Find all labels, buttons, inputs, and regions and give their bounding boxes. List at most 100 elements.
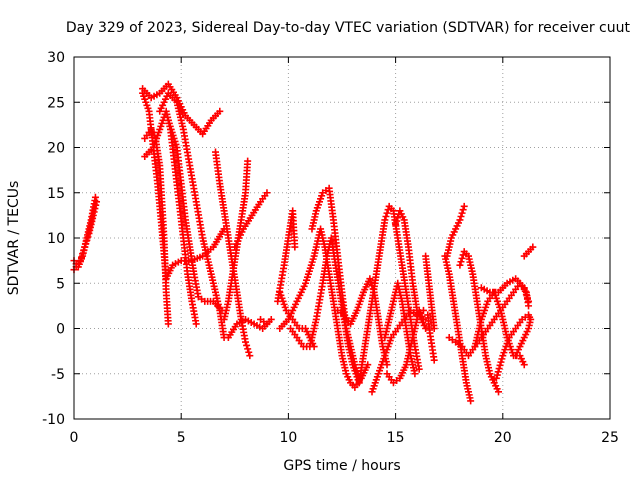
- data-point: [83, 236, 91, 244]
- data-point: [263, 320, 271, 328]
- data-point: [458, 209, 466, 217]
- data-point: [366, 275, 374, 283]
- data-point: [164, 320, 172, 328]
- x-tick-label: 20: [494, 430, 512, 446]
- series-track-09: [212, 148, 254, 360]
- data-point: [459, 206, 467, 214]
- series-track-08: [164, 116, 226, 314]
- data-point: [382, 213, 390, 221]
- series-track-31: [471, 279, 533, 351]
- data-point: [89, 211, 97, 219]
- data-point: [456, 216, 464, 224]
- data-point: [91, 193, 99, 201]
- data-point: [90, 208, 98, 216]
- data-point: [494, 368, 502, 376]
- data-point: [243, 341, 251, 349]
- data-point: [392, 220, 400, 228]
- data-point: [78, 253, 86, 261]
- data-point: [460, 202, 468, 210]
- data-markers: [70, 80, 537, 405]
- data-point: [495, 388, 503, 396]
- data-point: [263, 189, 271, 197]
- data-point: [81, 243, 89, 251]
- data-point: [92, 201, 100, 209]
- series-track-17: [287, 234, 363, 387]
- data-point: [84, 233, 92, 241]
- data-point: [244, 345, 252, 353]
- y-axis-title: SDTVAR / TECUs: [6, 181, 22, 296]
- axis-ticks: 0 5 10 15 20 25 -10 -5 0 5 10 15 20 25 30: [42, 50, 619, 446]
- data-point: [422, 325, 430, 332]
- data-point: [79, 250, 87, 258]
- chart-title: Day 329 of 2023, Sidereal Day-to-day VTE…: [66, 20, 631, 36]
- data-point: [467, 397, 475, 405]
- data-point: [242, 338, 250, 346]
- data-point: [246, 352, 254, 360]
- data-point: [497, 358, 505, 366]
- y-tick-label: 15: [47, 186, 65, 202]
- data-point: [384, 206, 392, 214]
- data-point: [430, 325, 438, 332]
- data-point: [492, 374, 500, 382]
- data-point: [493, 371, 501, 379]
- series-track-22: [392, 207, 430, 332]
- data-point: [512, 352, 520, 360]
- data-point: [521, 287, 529, 295]
- data-point: [415, 365, 423, 373]
- series-track-11: [224, 315, 275, 342]
- data-point: [367, 278, 375, 286]
- data-point: [496, 361, 504, 369]
- data-point: [520, 284, 528, 292]
- data-point: [457, 258, 465, 266]
- data-point: [76, 257, 84, 265]
- y-tick-label: 20: [47, 141, 65, 157]
- y-tick-label: -10: [42, 412, 65, 428]
- x-tick-label: 0: [70, 430, 79, 446]
- data-point: [351, 361, 359, 369]
- y-tick-label: 5: [56, 276, 65, 292]
- data-point: [383, 209, 391, 217]
- data-point: [498, 355, 506, 363]
- data-point: [495, 365, 503, 373]
- series-track-33: [492, 311, 535, 382]
- x-axis-title: GPS time / hours: [283, 458, 400, 474]
- x-tick-label: 10: [279, 430, 297, 446]
- series-track-32: [477, 275, 533, 305]
- series-track-25: [422, 252, 438, 332]
- data-point: [419, 315, 427, 323]
- data-point: [216, 107, 224, 115]
- series-track-02: [70, 198, 101, 274]
- data-point: [245, 348, 253, 356]
- data-point: [80, 246, 88, 254]
- data-point: [456, 261, 464, 269]
- data-point: [529, 243, 537, 251]
- y-tick-label: 0: [56, 322, 65, 338]
- data-point: [381, 216, 389, 224]
- x-tick-label: 15: [387, 430, 405, 446]
- x-tick-label: 5: [177, 430, 186, 446]
- series-track-12: [231, 189, 271, 251]
- data-point: [93, 198, 101, 206]
- series-track-34: [520, 243, 537, 260]
- series-track-15: [274, 207, 299, 305]
- data-point: [244, 157, 252, 165]
- data-point: [430, 356, 438, 364]
- data-point: [525, 297, 533, 305]
- data-point: [523, 294, 531, 302]
- data-point: [411, 370, 419, 378]
- y-tick-label: -5: [51, 367, 65, 383]
- series-track-21: [368, 306, 427, 396]
- data-point: [458, 254, 466, 262]
- data-point: [267, 315, 275, 323]
- series-track-26: [424, 311, 438, 364]
- y-tick-label: 30: [47, 50, 65, 66]
- data-point: [91, 205, 99, 213]
- data-point: [520, 361, 528, 369]
- data-point: [457, 213, 465, 221]
- series-track-18: [308, 184, 363, 382]
- data-point: [192, 320, 200, 328]
- x-tick-label: 25: [601, 430, 619, 446]
- data-point: [459, 251, 467, 259]
- series-track-24: [383, 306, 427, 387]
